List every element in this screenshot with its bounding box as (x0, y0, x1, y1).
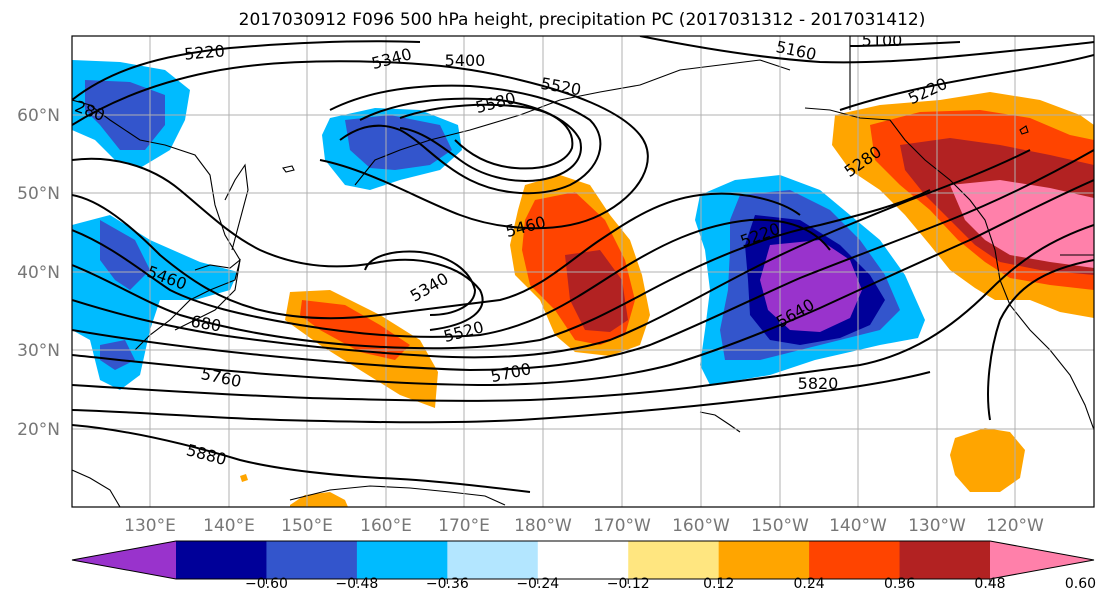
map-frame (71, 35, 1095, 508)
lon-label: 180°W (514, 516, 572, 536)
lon-label: 170°W (593, 516, 651, 536)
colorbar-extend-min (72, 541, 176, 579)
lon-label: 140°W (829, 516, 887, 536)
colorbar-segment (356, 541, 448, 579)
colorbar-segment (537, 541, 629, 579)
positive-anomaly-regions (240, 92, 1094, 507)
colorbar-extend-max (990, 541, 1094, 579)
figure-title: 2017030912 F096 500 hPa height, precipit… (239, 10, 926, 30)
colorbar: −0.60 −0.48 −0.36 −0.24 −0.12 0.12 0.24 0.36 0.4… (71, 540, 1096, 592)
lon-label: 150°E (281, 516, 333, 536)
lon-label: 160°W (672, 516, 730, 536)
lat-label: 30°N (17, 341, 60, 361)
contour-label: 5820 (798, 374, 839, 393)
colorbar-tick-label: −0.60 (245, 576, 288, 592)
lon-label: 160°E (360, 516, 412, 536)
colorbar-tick-label: −0.24 (516, 576, 559, 592)
map-area: 5220 5340 5400 5520 5580 5160 5100 5220 … (72, 31, 1094, 507)
height-contours (72, 36, 1094, 493)
contour-label: 5400 (445, 51, 486, 70)
colorbar-segment (718, 541, 810, 579)
lon-label: 130°E (124, 516, 176, 536)
contour-label: 5100 (862, 31, 903, 50)
colorbar-segment (899, 541, 991, 579)
lon-label: 120°W (986, 516, 1044, 536)
lon-label: 130°W (908, 516, 966, 536)
colorbar-outline (71, 540, 1095, 580)
lon-label: 170°E (438, 516, 490, 536)
contour-label: 5220 (183, 41, 225, 63)
colorbar-segment (266, 541, 358, 579)
lat-label: 50°N (17, 184, 60, 204)
colorbar-tick-label: 0.48 (974, 576, 1005, 592)
latitude-labels: 60°N 50°N 40°N 30°N 20°N (17, 106, 60, 440)
longitude-labels: 130°E 140°E 150°E 160°E 170°E 180°W 170°… (124, 516, 1044, 536)
colorbar-segment (809, 541, 901, 579)
colorbar-tick-label: 0.24 (794, 576, 825, 592)
lon-label: 140°E (203, 516, 255, 536)
colorbar-tick-label: 0.12 (703, 576, 734, 592)
lat-label: 20°N (17, 420, 60, 440)
lat-label: 60°N (17, 106, 60, 126)
colorbar-tick-label: −0.48 (335, 576, 378, 592)
coastlines (72, 36, 1094, 507)
colorbar-segment (176, 541, 267, 579)
colorbar-tick-label: −0.36 (426, 576, 469, 592)
colorbar-tick-label: 0.60 (1065, 576, 1096, 592)
colorbar-tick-label: −0.12 (607, 576, 650, 592)
colorbar-segment (628, 541, 720, 579)
colorbar-tick-label: 0.36 (884, 576, 915, 592)
lat-label: 40°N (17, 263, 60, 283)
lon-label: 150°W (751, 516, 809, 536)
colorbar-segment (447, 541, 539, 579)
